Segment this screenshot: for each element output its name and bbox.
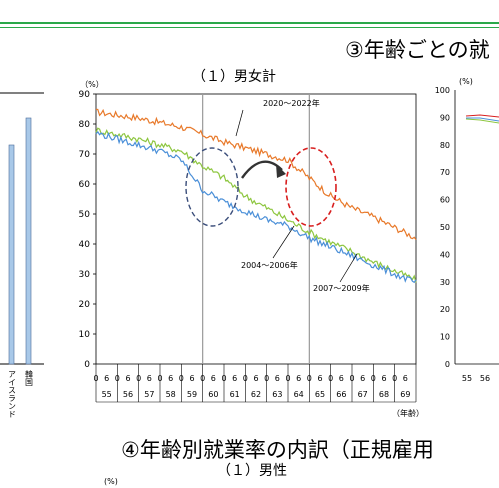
left-bar-label: アイスランド (8, 370, 17, 418)
lower-chart-title: （１）男性 (217, 463, 287, 479)
x-age-label: 63 (272, 390, 282, 399)
y-tick-label: 20 (79, 300, 91, 310)
x-month-tick: 6 (360, 374, 365, 383)
right-panel-y-unit: (%) (459, 77, 473, 86)
x-age-label: 69 (400, 390, 410, 399)
left-bar (25, 117, 32, 365)
right-panel-y-tick: 10 (440, 333, 450, 342)
x-age-label: 60 (208, 390, 218, 399)
label-leader (339, 253, 358, 283)
x-age-label: 62 (251, 390, 261, 399)
x-month-tick: 6 (275, 374, 280, 383)
x-axis-unit: （年齢） (392, 408, 424, 418)
right-panel-y-tick: 40 (440, 250, 450, 259)
section-3-heading: ③年齢ごとの就 (345, 38, 490, 62)
y-tick-label: 70 (79, 150, 91, 160)
left-bar-label: 韓国 (25, 369, 34, 387)
y-tick-label: 10 (79, 330, 91, 340)
right-panel-y-tick: 50 (440, 223, 450, 232)
y-tick-label: 60 (79, 180, 91, 190)
x-age-label: 55 (102, 390, 112, 399)
x-age-label: 66 (336, 390, 346, 399)
right-panel-y-tick: 30 (440, 278, 450, 287)
right-panel-y-tick: 100 (435, 86, 450, 95)
series-line (95, 130, 417, 284)
right-panel-line (466, 117, 499, 122)
right-panel-y-tick: 70 (440, 168, 450, 177)
top-green-rule-thin (0, 27, 499, 28)
right-panel-x-tick: 55 (462, 374, 472, 383)
y-tick-label: 40 (79, 240, 91, 250)
x-age-label: 64 (294, 390, 304, 399)
x-month-tick: 6 (189, 374, 194, 383)
y-axis-unit: （%） (80, 80, 104, 89)
y-tick-label: 80 (79, 120, 91, 130)
x-month-tick: 6 (253, 374, 258, 383)
chart-title: （１）男女計 (192, 69, 276, 85)
left-bar (8, 144, 15, 365)
highlight-ellipse-60 (185, 147, 239, 227)
right-panel-y-tick: 80 (440, 141, 450, 150)
right-panel-y-tick: 0 (445, 360, 450, 369)
x-month-tick: 6 (381, 374, 386, 383)
plot-frame (95, 93, 417, 365)
x-month-tick: 6 (403, 374, 408, 383)
label-leader (235, 109, 244, 137)
x-month-tick: 6 (104, 374, 109, 383)
right-panel-x-tick: 56 (480, 374, 490, 383)
x-age-label: 61 (230, 390, 240, 399)
series-label: 2020～2022年 (263, 98, 320, 108)
right-panel-line (465, 114, 499, 118)
y-tick-label: 30 (79, 270, 91, 280)
x-month-tick: 6 (232, 374, 237, 383)
shift-arrow-head (276, 164, 286, 178)
x-age-label: 59 (187, 390, 197, 399)
right-panel-y-tick: 90 (440, 113, 450, 122)
x-month-tick: 6 (339, 374, 344, 383)
x-month-tick: 6 (317, 374, 322, 383)
right-panel-y-tick: 60 (440, 196, 450, 205)
lower-chart-y-unit: (%) (104, 477, 118, 486)
highlight-ellipse-65 (285, 147, 337, 227)
x-month-tick: 6 (168, 374, 173, 383)
label-leader (272, 225, 295, 259)
x-month-tick: 6 (211, 374, 216, 383)
y-tick-label: 50 (79, 210, 91, 220)
x-age-label: 58 (166, 390, 176, 399)
x-month-tick: 6 (147, 374, 152, 383)
series-line (95, 127, 417, 283)
x-month-tick: 6 (125, 374, 130, 383)
right-panel-y-tick: 20 (440, 305, 450, 314)
x-age-label: 56 (123, 390, 133, 399)
y-tick-label: 90 (79, 90, 91, 100)
series-label: 2007～2009年 (313, 283, 370, 293)
x-age-label: 65 (315, 390, 325, 399)
x-age-label: 68 (379, 390, 389, 399)
top-green-rule (0, 22, 499, 24)
series-line (95, 108, 417, 240)
y-tick-label: 0 (84, 360, 90, 370)
shift-arrow (241, 160, 283, 179)
series-label: 2004～2006年 (241, 260, 298, 270)
x-age-label: 67 (358, 390, 368, 399)
right-panel-line (465, 118, 499, 124)
x-age-label: 57 (144, 390, 154, 399)
section-4-heading: ④年齢別就業率の内訳（正規雇用 (121, 438, 434, 462)
x-month-tick: 6 (296, 374, 301, 383)
